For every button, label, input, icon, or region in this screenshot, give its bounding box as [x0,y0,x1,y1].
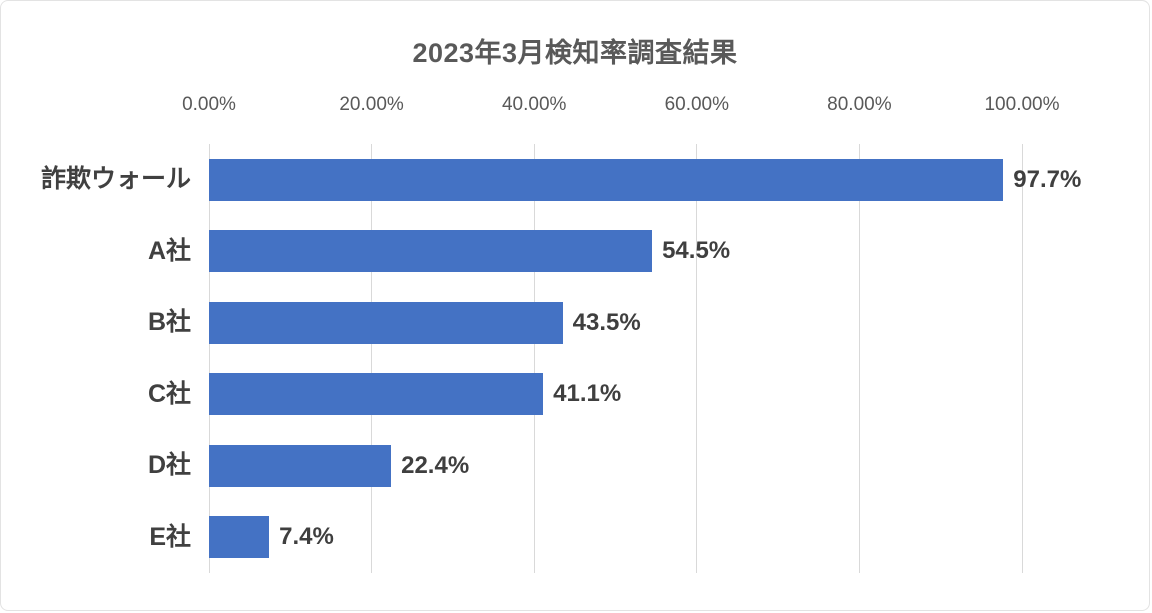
x-axis-tick-label: 0.00% [182,94,236,115]
bar-1 [209,230,653,273]
x-axis-tick-label: 20.00% [339,94,404,115]
category-label: D社 [147,451,191,479]
data-label: 43.5% [572,308,641,336]
category-label: A社 [147,236,191,265]
gridline [696,144,698,573]
data-label: 22.4% [401,451,470,479]
category-label: E社 [149,522,191,551]
category-label: 詐欺ウォール [40,165,191,193]
bar-2 [209,301,563,344]
gridline [1021,144,1023,573]
data-label: 7.4% [279,523,334,551]
data-label: 41.1% [553,380,622,408]
gridline [533,144,535,573]
bar-0 [209,158,1004,201]
x-axis-tick-label: 60.00% [664,94,730,115]
bar-3 [209,373,544,416]
plot-area: 97.7% 54.5% 43.5% 41.1% 22.4% 7.4% [208,144,1081,573]
category-axis: 詐欺ウォール A社 B社 C社 D社 E社 [1,144,191,573]
gridline [371,144,373,573]
data-label: 97.7% [1013,165,1082,193]
x-axis-tick-label: 40.00% [501,94,567,115]
chart-title: 2023年3月検知率調査結果 [412,38,738,68]
x-axis-tick-label: 80.00% [827,94,892,115]
x-axis: 0.00% 20.00% 40.00% 60.00% 80.00% 100.00% [182,94,1059,122]
category-label: B社 [147,308,191,336]
category-label: C社 [147,379,191,408]
gridline [208,144,210,573]
gridline [858,144,860,573]
x-axis-tick-label: 100.00% [984,94,1060,115]
bar-4 [209,444,392,487]
bar-5 [209,516,270,559]
data-label: 54.5% [662,237,731,265]
